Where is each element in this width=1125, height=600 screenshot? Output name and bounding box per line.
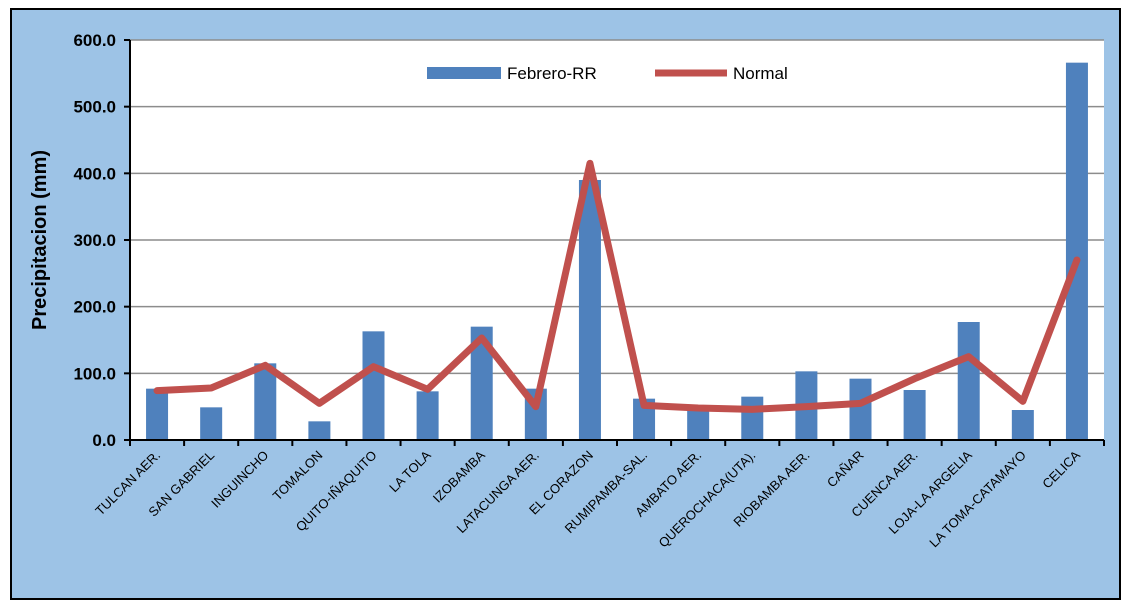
bar — [470, 326, 493, 440]
bar — [254, 363, 277, 440]
bar — [957, 322, 980, 440]
bar — [362, 331, 385, 440]
legend-swatch-bar — [427, 67, 501, 79]
bar — [200, 407, 223, 440]
legend: Febrero-RR Normal — [427, 64, 788, 83]
bar-series — [146, 62, 1088, 441]
bar — [1065, 62, 1088, 441]
x-category-label: LA TOLA — [386, 447, 434, 495]
bar — [741, 396, 764, 440]
bar — [849, 378, 872, 440]
x-category-label: QUEROCHACA(UTA). — [656, 448, 759, 551]
x-category-label: TOMALON — [270, 448, 326, 504]
y-tick-label: 200.0 — [73, 298, 116, 317]
bar — [687, 408, 710, 440]
y-tick-label: 100.0 — [73, 364, 116, 383]
bar — [903, 390, 926, 440]
y-tick-label: 0.0 — [92, 431, 116, 450]
x-category-label: LA TOMA-CATAMAYO — [926, 448, 1029, 551]
line-series — [153, 159, 1081, 413]
y-tick-labels: 0.0 100.0 200.0 300.0 400.0 500.0 600.0 — [73, 31, 116, 450]
y-axis-title: Precipitacion (mm) — [29, 150, 51, 330]
y-tick-label: 300.0 — [73, 231, 116, 250]
x-category-label: INGUINCHO — [208, 448, 271, 511]
bar — [1011, 410, 1034, 440]
x-category-label: IZOBAMBA — [430, 447, 488, 505]
x-category-label: CELICA — [1039, 447, 1083, 491]
y-tick-label: 400.0 — [73, 164, 116, 183]
bar — [416, 391, 439, 440]
bar — [146, 388, 169, 440]
gridlines — [130, 39, 1104, 441]
y-tick-label: 600.0 — [73, 31, 116, 50]
y-tick-label: 500.0 — [73, 98, 116, 117]
legend-label-normal: Normal — [733, 64, 788, 83]
x-category-label: CAÑAR — [824, 448, 867, 491]
bar — [308, 421, 331, 440]
bar — [578, 180, 601, 440]
x-category-labels: TULCAN AER.SAN GABRIELINGUINCHOTOMALONQU… — [92, 447, 1083, 550]
axes — [124, 39, 1105, 446]
legend-label-febrero: Febrero-RR — [507, 64, 597, 83]
normal-line — [153, 159, 1081, 413]
